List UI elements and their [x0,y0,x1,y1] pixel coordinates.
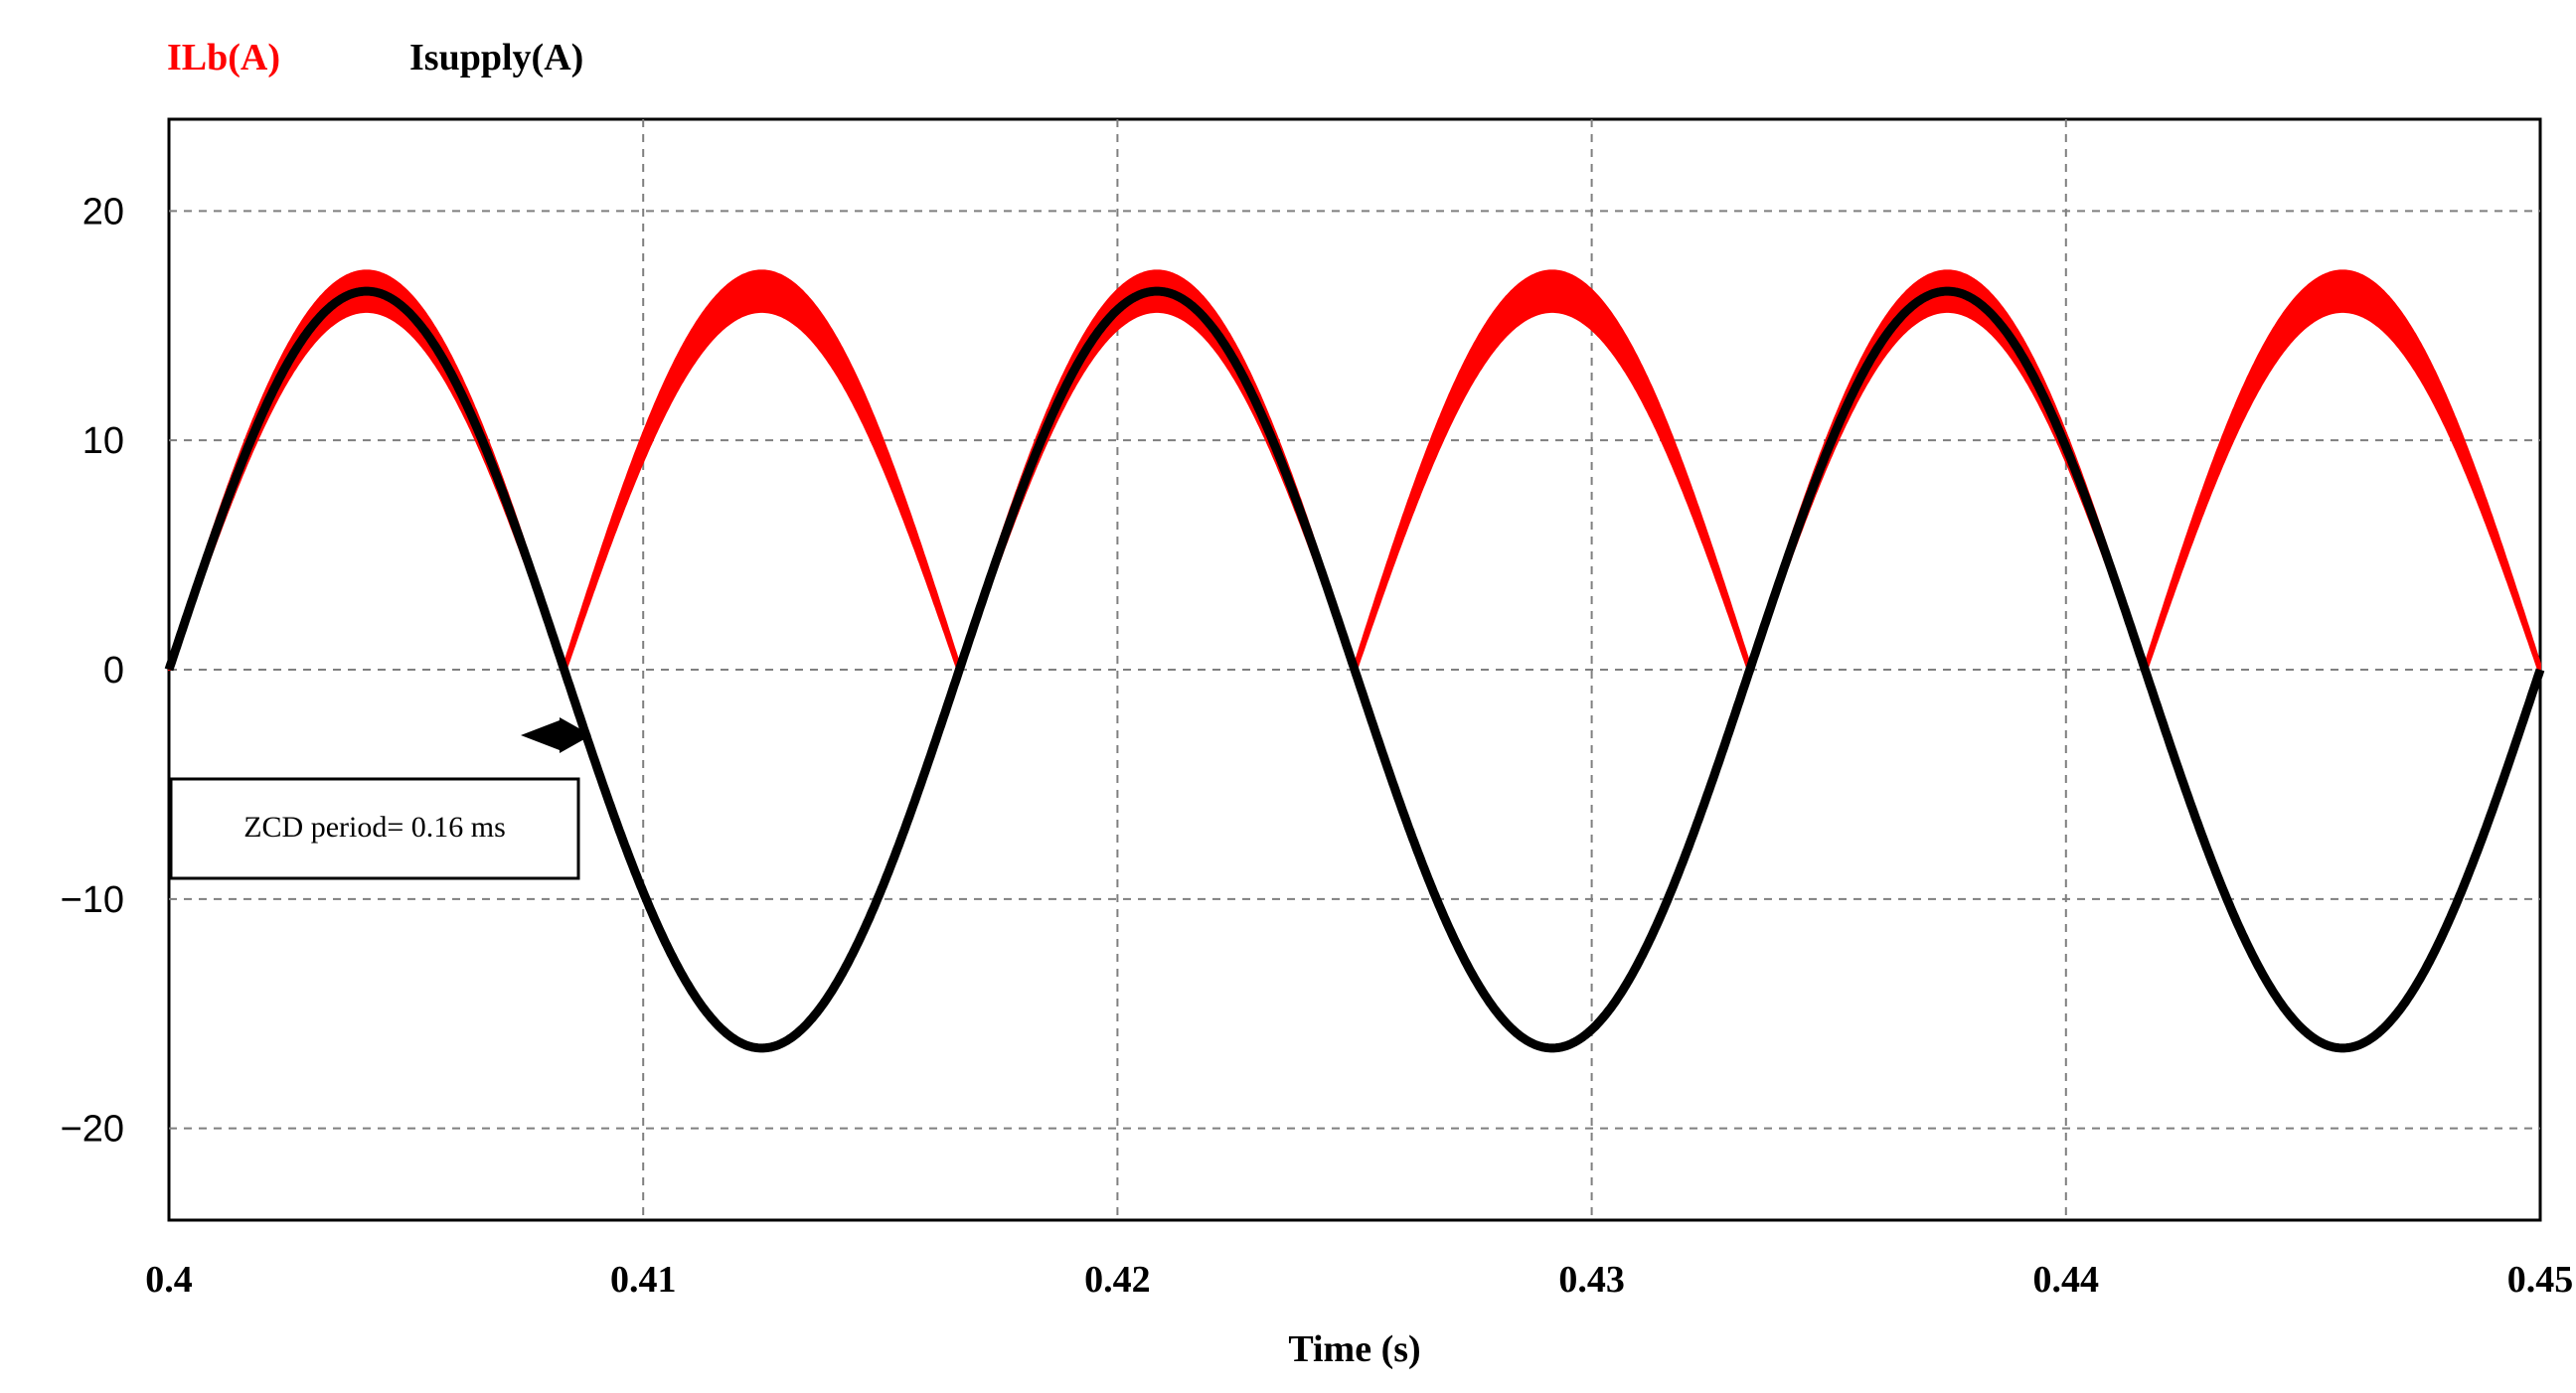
x-axis-ticks: 0.4 0.41 0.42 0.43 0.44 0.45 [145,1259,2573,1301]
y-axis-ticks: 20 10 0 −10 −20 [61,191,124,1150]
x-tick-label: 0.41 [610,1259,677,1301]
x-tick-label: 0.4 [145,1259,193,1301]
x-tick-label: 0.42 [1084,1259,1151,1301]
x-tick-label: 0.45 [2507,1259,2574,1301]
zcd-annotation-text: ZCD period= 0.16 ms [243,811,506,844]
zcd-arrow-left [521,720,560,750]
x-tick-label: 0.44 [2033,1259,2100,1301]
zcd-annotation: ZCD period= 0.16 ms [169,777,580,880]
y-tick-label: −10 [61,879,124,921]
y-tick-label: −20 [61,1109,124,1151]
legend-item-ilb: ILb(A) [167,37,280,78]
legend: ILb(A) Isupply(A) [167,37,583,78]
zcd-arrow-right [560,717,591,753]
legend-item-isupply: Isupply(A) [409,37,583,78]
y-tick-label: 0 [103,650,124,692]
series-isupply-line [164,286,2545,1053]
x-tick-label: 0.43 [1558,1259,1625,1301]
y-tick-label: 20 [82,191,124,232]
zcd-arrow-marker [521,717,591,753]
y-tick-label: 10 [82,420,124,462]
series-isupply [164,286,2545,1053]
x-axis-label: Time (s) [1288,1328,1420,1370]
zcd-annotation-box [169,777,580,880]
